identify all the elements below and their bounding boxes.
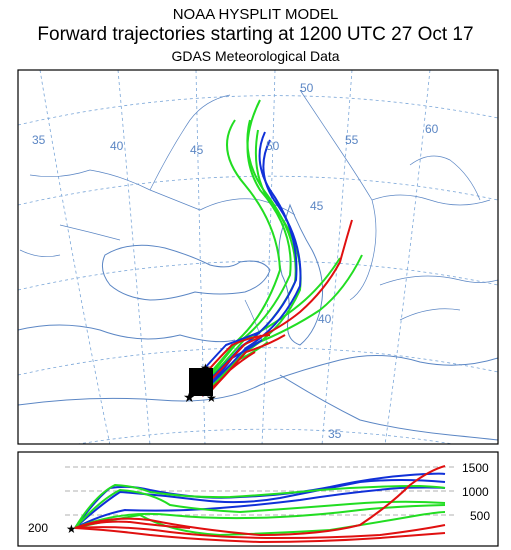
lon-label-60: 60 xyxy=(425,122,439,136)
source-cluster: ★ ★ ★ xyxy=(183,361,217,406)
alt-start-star-icon: ★ xyxy=(66,522,77,536)
lon-label-35: 35 xyxy=(32,133,46,147)
graticule xyxy=(18,70,498,444)
trajectory-red-1 xyxy=(204,219,353,387)
lon-label-45: 45 xyxy=(190,143,204,157)
lat-label-35: 35 xyxy=(328,427,342,441)
svg-text:★: ★ xyxy=(206,391,217,405)
trajectories xyxy=(195,99,363,397)
trajectory-green-4 xyxy=(199,119,282,385)
lat-label-50: 50 xyxy=(300,81,314,95)
alt-tick-1500: 1500 xyxy=(462,461,489,475)
trajectory-blue-2 xyxy=(206,139,302,389)
lat-label-45: 45 xyxy=(310,199,324,213)
lat-label-40: 40 xyxy=(318,312,332,326)
map-panel: ★ ★ ★ 35 40 45 50 55 60 50 45 40 35 xyxy=(17,69,499,445)
model-title: NOAA HYSPLIT MODEL xyxy=(172,6,339,23)
graticule-labels: 35 40 45 50 55 60 50 45 40 35 xyxy=(32,81,439,441)
lon-label-50: 50 xyxy=(266,139,280,153)
alt-start-label: 200 xyxy=(28,521,48,535)
lon-label-40: 40 xyxy=(110,139,124,153)
data-source: GDAS Meteorological Data xyxy=(171,48,340,64)
altitude-profiles xyxy=(74,465,446,544)
altitude-border xyxy=(17,451,499,547)
coastlines xyxy=(18,89,498,441)
alt-tick-500: 500 xyxy=(470,509,490,523)
altitude-panel: 1500 1000 500 200 ★ xyxy=(17,451,499,547)
alt-tick-1000: 1000 xyxy=(462,485,489,499)
map-border xyxy=(17,69,499,445)
run-description: Forward trajectories starting at 1200 UT… xyxy=(37,24,474,45)
source-star-icon: ★ xyxy=(183,390,196,406)
lon-label-55: 55 xyxy=(345,133,359,147)
svg-text:★: ★ xyxy=(200,361,211,375)
